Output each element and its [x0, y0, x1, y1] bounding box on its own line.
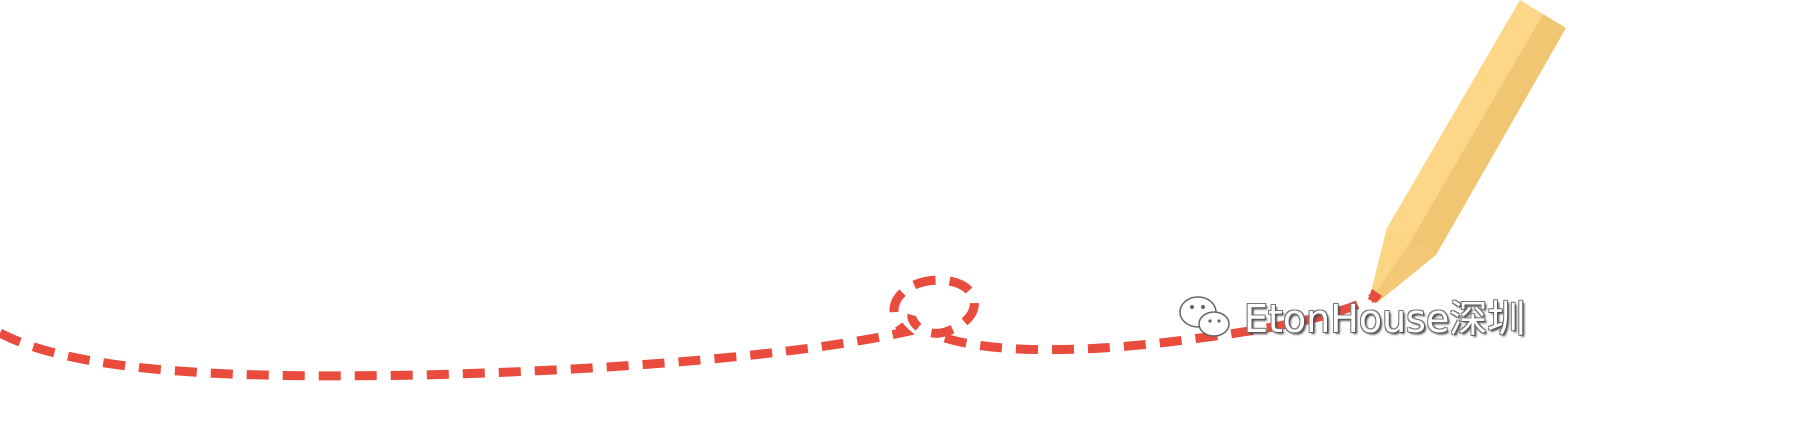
wechat-icon — [1179, 295, 1230, 337]
dashed-trail — [0, 275, 1375, 381]
pencil-icon — [1368, 0, 1566, 303]
watermark-text: EtonHouse深圳 — [1244, 297, 1526, 341]
watermark: EtonHouse深圳 — [1176, 288, 1525, 343]
